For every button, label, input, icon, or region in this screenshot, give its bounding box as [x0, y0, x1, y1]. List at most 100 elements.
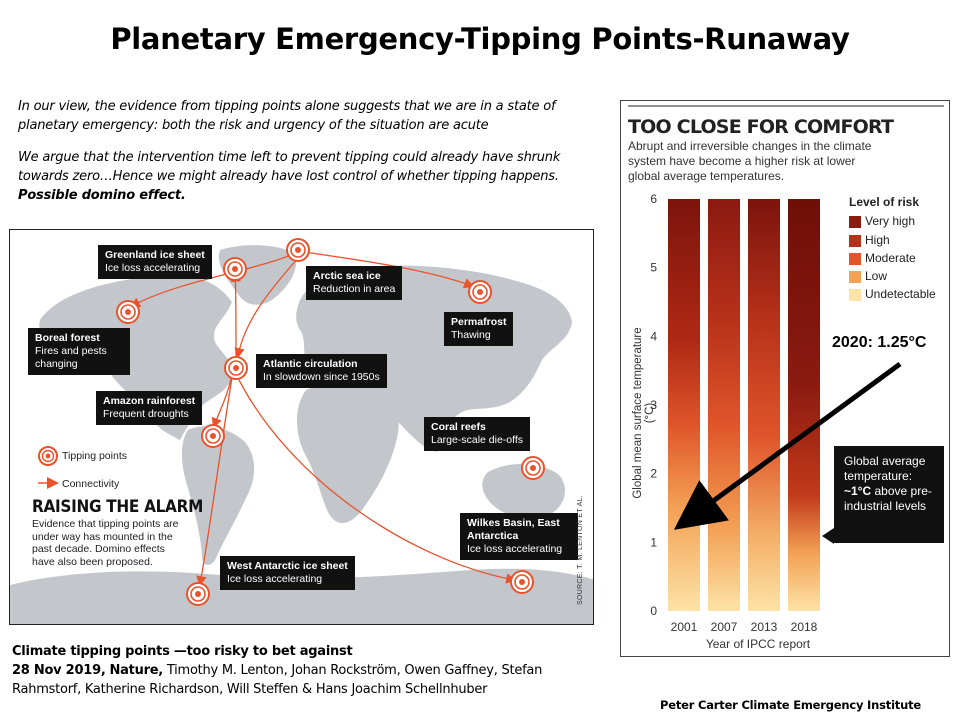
south-america-shape [181, 426, 255, 565]
x-tick-2013: 2013 [751, 620, 778, 634]
label-greenland: Greenland ice sheet Ice loss acceleratin… [98, 245, 212, 279]
tipping-point-boreal-icon [116, 300, 140, 324]
label-atlantic: Atlantic circulation In slowdown since 1… [256, 354, 387, 388]
y-tick-2: 2 [650, 467, 657, 481]
raising-the-alarm-title: RAISING THE ALARM [32, 497, 204, 517]
risk-bar-2018 [788, 199, 820, 611]
citation-title: Climate tipping points —too risky to bet… [12, 644, 353, 659]
label-amazon: Amazon rainforest Frequent droughts [96, 391, 203, 425]
quote-domino-effect: Possible domino effect. [18, 188, 186, 203]
legend-low: Low [865, 269, 888, 283]
y-tick-6: 6 [650, 192, 657, 206]
connectivity-arrows [129, 251, 517, 587]
annotation-arrow [673, 361, 902, 530]
tipping-points-map: Greenland ice sheet Ice loss acceleratin… [9, 229, 594, 625]
global-average-callout: Global average temperature: ~1°C above p… [822, 446, 944, 544]
australia-shape [482, 463, 565, 519]
slide-credit: Peter Carter Climate Emergency Institute [660, 698, 921, 712]
citation-date: 28 Nov 2019, [12, 663, 106, 678]
label-amazon-title: Amazon rainforest [103, 395, 196, 407]
slide-title: Planetary Emergency-Tipping Points-Runaw… [110, 22, 850, 56]
label-atlantic-title: Atlantic circulation [263, 358, 358, 370]
label-amazon-sub: Frequent droughts [103, 408, 189, 420]
risk-bars [668, 199, 820, 611]
tipping-point-wilkes-icon [510, 570, 534, 594]
label-permafrost: Permafrost Thawing [444, 312, 514, 346]
tipping-point-amazon-icon [201, 424, 225, 448]
africa-shape [296, 384, 399, 524]
risk-chart-panel: 0 1 2 3 4 5 6 2001 2007 2013 2018 TOO CLOSE FOR C… [620, 100, 950, 657]
y-axis-label: Global mean surface temperature (°C) [632, 327, 656, 499]
arrow-atlantic-to-greenland-small [230, 271, 241, 357]
chart-subtitle: Abrupt and irreversible changes in the c… [628, 139, 872, 183]
y-tick-0: 0 [650, 604, 657, 618]
legend-swatch-moderate [849, 253, 861, 265]
label-greenland-title: Greenland ice sheet [105, 249, 205, 261]
label-greenland-sub: Ice loss accelerating [105, 262, 201, 274]
label-wilkes-title: Wilkes Basin, East Antarctica [467, 517, 560, 542]
risk-bar-2001 [668, 199, 700, 611]
tipping-point-permafrost-icon [468, 280, 492, 304]
chart-title: TOO CLOSE FOR COMFORT [628, 116, 894, 138]
label-arctic: Arctic sea ice Reduction in area [306, 266, 403, 300]
y-tick-3: 3 [650, 398, 657, 412]
risk-chart: 0 1 2 3 4 5 6 2001 2007 2013 2018 [628, 105, 944, 634]
label-boreal-title: Boreal forest [35, 332, 100, 344]
arrow-greenland-to-atlantic [234, 257, 299, 359]
arrow-atlantic-to-wilkes [237, 377, 517, 584]
x-axis-label: Year of IPCC report [705, 637, 811, 651]
label-coral: Coral reefs Large-scale die-offs [424, 417, 531, 451]
label-coral-title: Coral reefs [431, 421, 486, 433]
label-atlantic-sub: In slowdown since 1950s [263, 371, 380, 383]
quote-intervention-text: We argue that the intervention time left… [18, 150, 561, 184]
legend-swatch-low [849, 271, 861, 283]
tipping-point-markers [38, 238, 545, 606]
legend-tipping-point-icon [38, 446, 58, 466]
legend-connectivity: Connectivity [62, 478, 120, 490]
tipping-point-greenland-icon [223, 257, 247, 281]
map-source-credit: SOURCE: T. M. LENTON ET AL. [577, 495, 584, 606]
arrow-atlantic-to-westant [196, 377, 233, 587]
label-wilkes-sub: Ice loss accelerating [467, 543, 563, 555]
label-arctic-title: Arctic sea ice [313, 270, 381, 282]
citation-journal: Nature, [109, 663, 163, 678]
risk-bar-2013 [748, 199, 780, 611]
label-permafrost-title: Permafrost [451, 316, 507, 328]
label-arctic-sub: Reduction in area [313, 283, 396, 295]
label-permafrost-sub: Thawing [451, 329, 491, 341]
arrow-atlantic-to-amazon [211, 373, 233, 429]
y-tick-4: 4 [650, 329, 657, 343]
legend-moderate: Moderate [865, 251, 916, 265]
label-westant-title: West Antarctic ice sheet [227, 560, 348, 572]
label-westant: West Antarctic ice sheet Ice loss accele… [220, 556, 355, 590]
annotation-arrow-line [673, 361, 902, 530]
x-tick-2018: 2018 [791, 620, 818, 634]
arrow-greenland-to-boreal [129, 251, 299, 308]
legend-tipping-points: Tipping points [62, 450, 127, 462]
y-tick-5: 5 [650, 261, 657, 275]
label-westant-sub: Ice loss accelerating [227, 573, 323, 585]
label-boreal: Boreal forest Fires and pests changing [28, 328, 130, 375]
tipping-point-coral-icon [521, 456, 545, 480]
legend-risk-title: Level of risk [849, 195, 920, 209]
quote-intervention-time: We argue that the intervention time left… [18, 148, 598, 205]
x-tick-2001: 2001 [671, 620, 698, 634]
x-axis-ticks: 2001 2007 2013 2018 [671, 620, 818, 634]
raising-the-alarm-text: Evidence that tipping points are under w… [32, 518, 179, 568]
quote-planetary-emergency: In our view, the evidence from tipping p… [18, 99, 556, 133]
legend-swatch-undetectable [849, 289, 861, 301]
y-tick-1: 1 [650, 535, 657, 549]
tipping-point-westant-icon [186, 582, 210, 606]
legend-very-high: Very high [865, 214, 916, 228]
risk-bar-2007 [708, 199, 740, 611]
callout-line1: Global average temperature: [844, 454, 926, 483]
antarctica-shape [10, 568, 593, 624]
legend-swatch-high [849, 235, 861, 247]
label-wilkes: Wilkes Basin, East Antarctica Ice loss a… [460, 513, 578, 560]
x-tick-2007: 2007 [711, 620, 738, 634]
y-axis-ticks: 0 1 2 3 4 5 6 [650, 192, 657, 618]
legend-undetectable: Undetectable [865, 287, 936, 301]
legend-high: High [865, 233, 890, 247]
tipping-point-arctic-icon [286, 238, 310, 262]
annotation-2020: 2020: 1.25°C [832, 334, 927, 351]
